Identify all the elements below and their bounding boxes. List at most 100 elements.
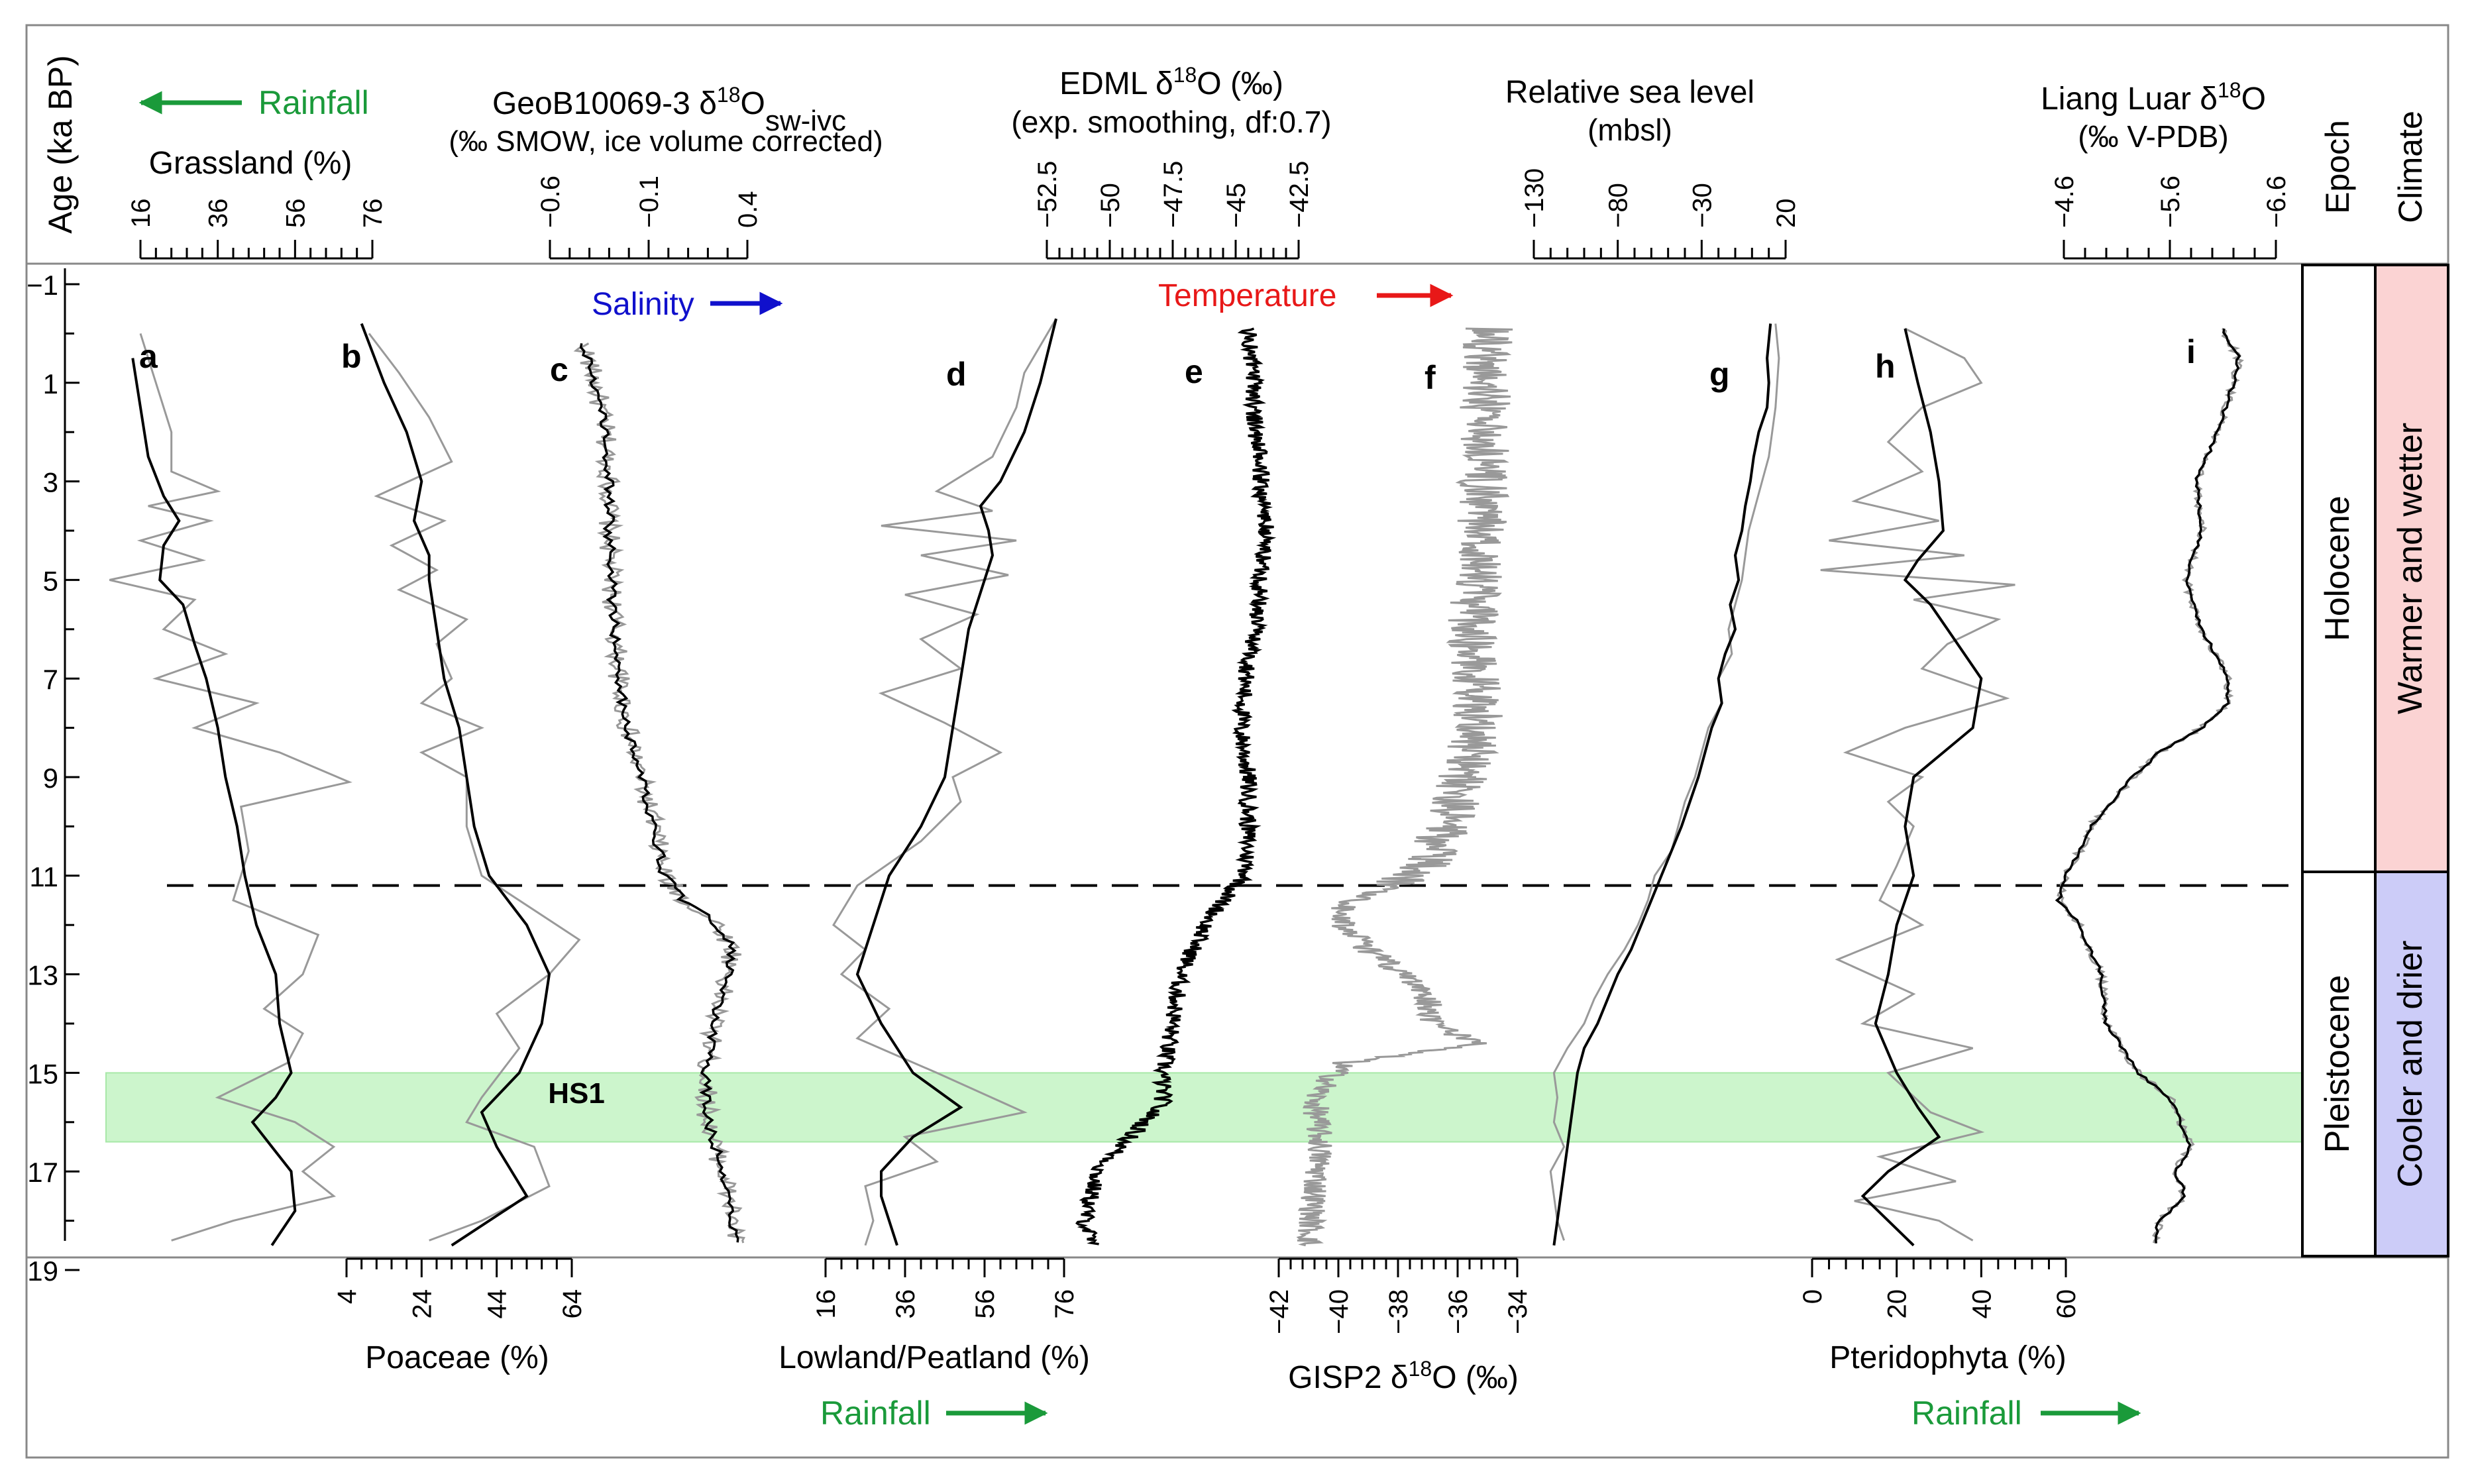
- series-b-smoothed-line: [360, 323, 551, 1247]
- gisp2-tick-label: −42: [1265, 1289, 1294, 1334]
- panel-letter-b: b: [341, 338, 362, 375]
- pteridophyta-title: Pteridophyta (%): [1829, 1340, 2067, 1375]
- salinity-subtitle: (‰ SMOW, ice volume corrected): [449, 125, 883, 158]
- age-tick-label: 9: [43, 763, 58, 794]
- holocene-label: Holocene: [2318, 496, 2357, 641]
- grassland-axis: 16 36 56 76: [127, 199, 388, 260]
- sealevel-tick-label: −130: [1520, 168, 1549, 228]
- gisp2-tick-label: −36: [1444, 1289, 1473, 1334]
- poaceae-tick-label: 44: [483, 1289, 512, 1319]
- edml-title: EDML δ18O (‰): [1059, 63, 1283, 101]
- gisp2-tick-label: −34: [1503, 1289, 1532, 1334]
- series-d: d: [832, 318, 1057, 1246]
- pteridophyta-tick-label: 60: [2052, 1289, 2081, 1319]
- salinity-title: GeoB10069-3 δ18Osw-ivc: [492, 83, 846, 137]
- series-b: b: [341, 323, 581, 1247]
- age-tick-label: 15: [27, 1058, 58, 1089]
- epoch-header: Epoch: [2319, 120, 2356, 214]
- salinity-arrow-label: Salinity: [592, 287, 694, 322]
- age-tick-label: 19: [27, 1255, 58, 1287]
- liang-luar-axis: −4.6 −5.6 −6.6: [2050, 176, 2291, 260]
- lowland-tick-label: 56: [971, 1289, 1000, 1319]
- sealevel-tick-label: −30: [1688, 183, 1717, 228]
- age-tick-label: 13: [27, 960, 58, 991]
- poaceae-tick-label: 64: [558, 1289, 587, 1319]
- edml-tick-label: −50: [1096, 183, 1125, 228]
- pteridophyta-axis: 0 20 40 60: [1798, 1257, 2081, 1319]
- grassland-tick-label: 56: [281, 199, 310, 229]
- rainfall-bottom-label-2: Rainfall: [1911, 1395, 2022, 1432]
- lowland-tick-label: 36: [891, 1289, 920, 1319]
- warmer-label: Warmer and wetter: [2391, 423, 2430, 714]
- panel-letter-f: f: [1424, 359, 1436, 396]
- edml-subtitle: (exp. smoothing, df:0.7): [1011, 105, 1331, 139]
- series-a-raw-line: [109, 333, 352, 1242]
- panel-letter-d: d: [946, 356, 967, 393]
- sealevel-title: Relative sea level: [1505, 75, 1754, 110]
- salinity-axis: −0.6 −0.1 0.4: [536, 176, 763, 260]
- age-tick-label: 3: [43, 467, 58, 498]
- panel-letter-g: g: [1709, 356, 1730, 393]
- liangluar-tick-label: −6.6: [2262, 176, 2291, 228]
- lowland-title: Lowland/Peatland (%): [779, 1340, 1090, 1375]
- series-h-smoothed-line: [1860, 328, 1983, 1247]
- series-b-raw-line: [368, 333, 581, 1242]
- gisp2-tick-label: −38: [1384, 1289, 1413, 1334]
- edml-tick-label: −42.5: [1285, 161, 1314, 228]
- liangluar-title: Liang Luar δ18O: [2041, 78, 2266, 117]
- panel-letter-e: e: [1185, 353, 1203, 390]
- edml-tick-label: −47.5: [1159, 161, 1188, 228]
- edml-tick-label: −52.5: [1033, 161, 1062, 228]
- grassland-tick-label: 16: [127, 199, 156, 229]
- grassland-title: Grassland (%): [149, 146, 352, 181]
- age-tick-label: 1: [43, 368, 58, 399]
- age-tick-label: −1: [27, 270, 58, 301]
- rainfall-bottom-label-1: Rainfall: [820, 1395, 931, 1432]
- holocene-box: [2301, 264, 2377, 873]
- series-e: e: [1075, 327, 1277, 1246]
- edml-axis: −52.5 −50 −47.5 −45 −42.5: [1033, 161, 1314, 260]
- panel-letter-i: i: [2186, 333, 2196, 370]
- series-g-smoothed-line: [1552, 323, 1772, 1246]
- series-f: f: [1296, 327, 1513, 1247]
- series-e-line: [1075, 327, 1277, 1246]
- age-tick-label: 17: [27, 1157, 58, 1188]
- pteridophyta-tick-label: 0: [1798, 1289, 1827, 1304]
- series-h: h: [1820, 327, 2015, 1247]
- salinity-tick-label: −0.1: [635, 176, 664, 228]
- grassland-tick-label: 36: [204, 199, 233, 229]
- series-c-smoothed-line: [579, 343, 739, 1243]
- series-a-smoothed-line: [131, 358, 297, 1246]
- gisp2-title: GISP2 δ18O (‰): [1288, 1357, 1519, 1395]
- sealevel-tick-label: −80: [1604, 183, 1633, 228]
- pleistocene-box: [2301, 871, 2377, 1257]
- poaceae-tick-label: 4: [333, 1289, 362, 1304]
- series-c: c: [550, 342, 747, 1244]
- liangluar-subtitle: (‰ V-PDB): [2078, 119, 2228, 154]
- age-tick-label: 5: [43, 565, 58, 596]
- cooler-box: [2374, 871, 2449, 1257]
- age-tick-label: 7: [43, 664, 58, 695]
- hs1-band: [105, 1072, 2303, 1143]
- pleistocene-label: Pleistocene: [2318, 975, 2357, 1153]
- series-i-smoothed-line: [2055, 328, 2241, 1244]
- salinity-tick-label: 0.4: [733, 191, 763, 228]
- edml-tick-label: −45: [1222, 183, 1251, 228]
- sealevel-subtitle: (mbsl): [1587, 113, 1672, 147]
- series-i: i: [2055, 327, 2244, 1244]
- outer-frame: [25, 24, 2449, 1459]
- pteridophyta-tick-label: 20: [1883, 1289, 1912, 1319]
- series-a: a: [109, 333, 352, 1246]
- series-h-raw-line: [1820, 327, 2015, 1242]
- poaceae-tick-label: 24: [407, 1289, 437, 1319]
- hs1-label: HS1: [548, 1077, 605, 1110]
- liangluar-tick-label: −5.6: [2156, 176, 2185, 228]
- climate-header: Climate: [2392, 111, 2429, 223]
- salinity-tick-label: −0.6: [536, 176, 565, 228]
- temperature-arrow-label: Temperature: [1158, 278, 1336, 313]
- series-g-raw-line: [1549, 323, 1780, 1241]
- panel-letter-c: c: [550, 351, 568, 388]
- gisp2-axis: −42 −40 −38 −36 −34: [1265, 1257, 1532, 1334]
